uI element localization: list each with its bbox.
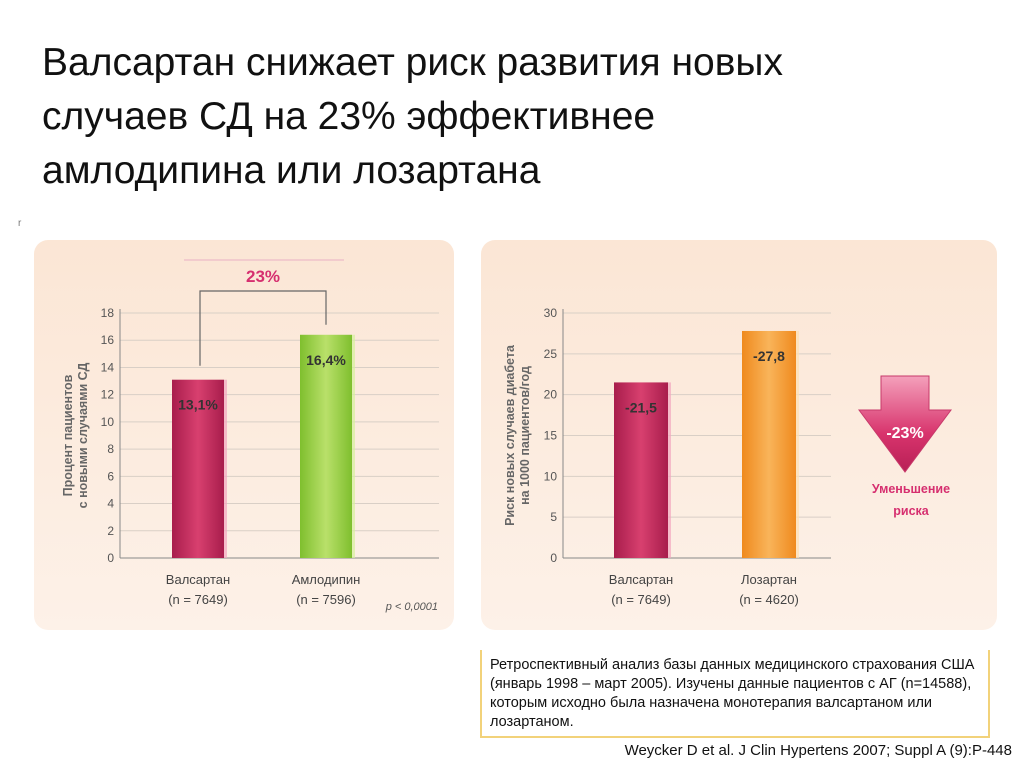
category-n-2: (n = 4620) xyxy=(739,592,799,607)
y-tick-label: 15 xyxy=(544,429,558,443)
comparison-bracket xyxy=(199,290,327,366)
y-tick-label: 14 xyxy=(101,360,115,374)
p-value-label: p < 0,0001 xyxy=(385,601,438,613)
y-tick-label: 0 xyxy=(107,551,114,565)
bar-side-1 xyxy=(224,379,227,558)
y-axis-label: на 1000 пациентов/год xyxy=(518,366,532,505)
bar-1 xyxy=(172,379,224,558)
y-tick-label: 20 xyxy=(544,388,558,402)
y-tick-label: 0 xyxy=(550,551,557,565)
category-n-2: (n = 7596) xyxy=(296,592,356,607)
y-axis-label: Риск новых случаев диабета xyxy=(503,344,517,526)
y-tick-label: 8 xyxy=(107,442,114,456)
y-axis-label: с новыми случаями СД xyxy=(76,363,90,509)
y-tick-label: 25 xyxy=(544,347,558,361)
y-tick-label: 5 xyxy=(550,510,557,524)
category-label-1: Валсартан xyxy=(609,572,673,587)
slide-title: Валсартан снижает риск развития новых сл… xyxy=(42,41,783,192)
y-tick-label: 2 xyxy=(107,524,114,538)
bar-side-1 xyxy=(668,382,671,558)
y-tick-label: 30 xyxy=(544,306,558,320)
category-n-1: (n = 7649) xyxy=(168,592,228,607)
data-label-2: -27,8 xyxy=(753,348,785,364)
category-label-2: Амлодипин xyxy=(292,572,361,587)
y-tick-label: 18 xyxy=(101,306,115,320)
y-tick-label: 6 xyxy=(107,469,114,483)
category-label-2: Лозартан xyxy=(741,572,797,587)
arrow-caption-1: Уменьшение xyxy=(872,482,950,496)
category-label-1: Валсартан xyxy=(166,572,230,587)
y-axis-label: Процент пациентов xyxy=(61,374,75,496)
bar-2 xyxy=(742,330,796,558)
chart-1-svg: 0 2 4 6 8 10 12 14 16 18 Процент пациентов с новыми… xyxy=(61,259,439,613)
category-n-1: (n = 7649) xyxy=(611,592,671,607)
arrow-label: -23% xyxy=(886,425,923,442)
chart-panel-diabetes-risk: 0 5 10 15 20 25 30 Риск новых случаев диабета на… xyxy=(481,240,997,630)
y-tick-label: 10 xyxy=(101,415,115,429)
chart-panel-diabetes-percent: 0 2 4 6 8 10 12 14 16 18 Процент пациентов с новыми… xyxy=(34,240,454,630)
y-tick-label: 16 xyxy=(101,333,115,347)
bar-side-2 xyxy=(352,334,355,558)
y-tick-label: 4 xyxy=(107,497,114,511)
bullet-mark: r xyxy=(18,218,22,229)
reference: Weycker D et al. J Clin Hypertens 2007; … xyxy=(624,742,1012,759)
data-label-1: -21,5 xyxy=(625,399,657,415)
risk-reduction-arrow xyxy=(858,375,952,473)
chart-2-svg: 0 5 10 15 20 25 30 Риск новых случаев диабета на… xyxy=(503,306,952,607)
bar-2 xyxy=(300,334,352,558)
bar-1 xyxy=(614,382,668,558)
data-label-2: 16,4% xyxy=(306,352,346,368)
study-note: Ретроспективный анализ базы данных медиц… xyxy=(480,650,990,738)
comparison-label: 23% xyxy=(246,267,280,286)
y-tick-label: 10 xyxy=(544,469,558,483)
data-label-1: 13,1% xyxy=(178,397,218,413)
bar-side-2 xyxy=(796,330,799,558)
y-tick-label: 12 xyxy=(101,388,115,402)
arrow-caption-2: риска xyxy=(893,504,930,518)
